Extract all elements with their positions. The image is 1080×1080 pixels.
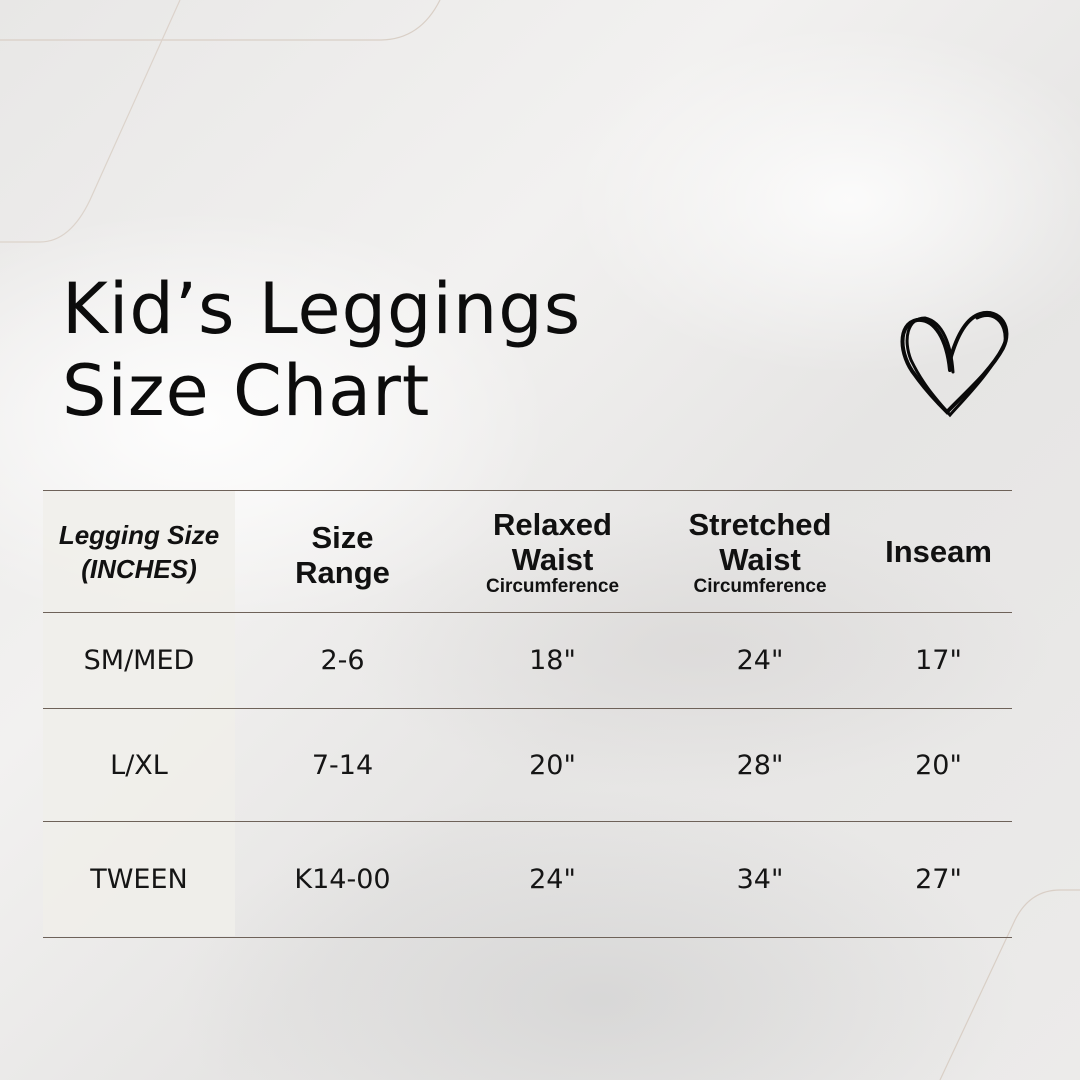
cell-stretched-waist: 24" <box>736 645 784 676</box>
header-text: Inseam <box>885 534 992 569</box>
header-text: Legging Size <box>58 519 220 550</box>
header-text: Relaxed <box>493 506 612 542</box>
cell-inseam: 27" <box>915 864 962 895</box>
table-header-row: Legging Size (INCHES) Size Range Relaxed… <box>43 490 1012 612</box>
header-legging-size: Legging Size (INCHES) <box>43 491 235 612</box>
header-subtext: Circumference <box>693 575 827 597</box>
cell-legging-size: TWEEN <box>90 864 188 895</box>
header-text: Waist <box>511 541 594 577</box>
cell-stretched-waist: 34" <box>736 864 784 895</box>
cell-relaxed-waist: 20" <box>529 749 576 781</box>
page-title: Kid’s Leggings Size Chart <box>62 268 581 432</box>
cell-legging-size: SM/MED <box>83 645 195 676</box>
header-stretched-waist: Stretched Waist Circumference <box>655 491 865 612</box>
cell-inseam: 20" <box>915 749 962 781</box>
heart-icon <box>900 310 1009 418</box>
header-text: Range <box>295 554 390 590</box>
cell-size-range: K14-00 <box>294 864 391 895</box>
header-size-range: Size Range <box>235 491 450 612</box>
header-text: Stretched <box>688 506 832 542</box>
cell-legging-size: L/XL <box>110 749 168 781</box>
header-inseam: Inseam <box>865 491 1012 612</box>
cell-stretched-waist: 28" <box>736 749 784 781</box>
cell-size-range: 2-6 <box>320 645 365 676</box>
header-relaxed-waist: Relaxed Waist Circumference <box>450 491 655 612</box>
table-row: SM/MED 2-6 18" 24" 17" <box>43 612 1012 708</box>
size-chart-table: Legging Size (INCHES) Size Range Relaxed… <box>43 490 1012 938</box>
header-text: Size <box>311 519 374 555</box>
header-text: Waist <box>719 541 801 577</box>
header-subtext: Circumference <box>485 575 620 597</box>
cell-relaxed-waist: 18" <box>529 645 576 676</box>
cell-size-range: 7-14 <box>311 749 374 781</box>
first-column-background <box>43 490 235 936</box>
cell-relaxed-waist: 24" <box>529 864 576 895</box>
title-line-1: Kid’s Leggings <box>62 268 582 350</box>
title-line-2: Size Chart <box>62 350 431 432</box>
header-text: (INCHES) <box>81 553 197 584</box>
cell-inseam: 17" <box>915 645 962 676</box>
table-row: L/XL 7-14 20" 28" 20" <box>43 708 1012 821</box>
table-row: TWEEN K14-00 24" 34" 27" <box>43 821 1012 938</box>
